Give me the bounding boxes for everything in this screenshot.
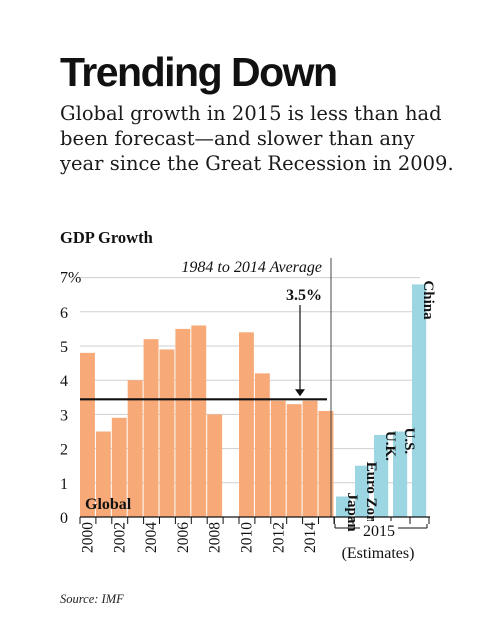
global-bar <box>286 404 302 517</box>
y-tick-label: 0 <box>60 510 68 527</box>
estimate-category-label: U.K. <box>382 431 398 461</box>
chart-label: GDP Growth <box>60 228 153 247</box>
x-tick-label: 2006 <box>175 522 192 553</box>
global-bar <box>239 332 254 517</box>
y-tick-label: 6 <box>60 305 68 322</box>
global-bar <box>191 325 207 517</box>
estimate-category-label: China <box>420 280 436 320</box>
average-label: 1984 to 2014 Average <box>181 259 322 276</box>
global-bar <box>270 400 286 517</box>
average-value-label: 3.5% <box>286 287 322 304</box>
estimates-bracket-gap <box>360 521 398 535</box>
estimate-category-label: Euro Zone <box>363 462 379 531</box>
global-bar <box>95 431 111 517</box>
y-tick-label: 4 <box>60 373 68 390</box>
y-tick-label: 7% <box>60 270 81 287</box>
global-bar <box>318 410 334 517</box>
global-bar <box>127 380 143 517</box>
y-tick-label: 5 <box>60 339 68 356</box>
estimates-sub-label: (Estimates) <box>342 545 415 562</box>
x-tick-label: 2010 <box>238 522 255 553</box>
estimate-category-label: U.S. <box>401 428 417 455</box>
x-tick-label: 2000 <box>79 522 96 553</box>
average-arrow-head <box>295 389 305 397</box>
global-bar <box>254 373 270 517</box>
global-bar <box>302 400 318 517</box>
global-bar <box>207 414 223 517</box>
estimate-category-label: Japan <box>344 492 360 532</box>
estimate-bar <box>355 465 370 517</box>
estimate-bar <box>336 496 351 517</box>
source-note: Source: IMF <box>60 592 124 606</box>
global-bar <box>175 328 191 517</box>
estimate-bar <box>393 431 408 517</box>
x-tick-label: 2002 <box>111 522 128 553</box>
estimates-group-label: 2015 <box>363 523 395 540</box>
global-bar <box>80 352 95 517</box>
x-tick-label: 2012 <box>270 522 287 553</box>
global-bar <box>143 339 159 517</box>
x-tick-label: 2008 <box>207 522 224 553</box>
x-tick-label: 2014 <box>302 522 319 553</box>
y-tick-label: 2 <box>60 442 68 459</box>
y-tick-label: 1 <box>60 476 68 493</box>
estimate-bar <box>412 284 427 517</box>
page-title: Trending Down <box>60 49 338 95</box>
global-bar <box>159 349 175 517</box>
x-tick-label: 2004 <box>143 522 160 553</box>
page-subtitle: Global growth in 2015 is less than had b… <box>60 102 454 175</box>
global-series-label: Global <box>85 496 132 513</box>
estimate-bar <box>374 434 389 517</box>
global-bar <box>111 417 127 517</box>
y-tick-label: 3 <box>60 407 68 424</box>
